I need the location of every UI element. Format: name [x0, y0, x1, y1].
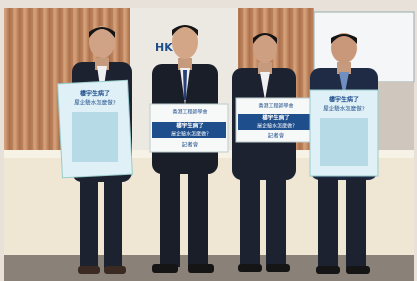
- placard-subtitle: 屋企驗水怎麼做?: [74, 99, 116, 107]
- logo: HK: [155, 41, 173, 54]
- photo: HK 樓宇生病了 屋企驗水怎麼做?: [0, 0, 417, 281]
- placard-footer: 記者會: [182, 141, 199, 149]
- placard-title: 樓宇生病了: [80, 90, 110, 98]
- page: {"logo": "HK", "signs": [ {"title": "樓宇生…: [0, 0, 417, 281]
- placard-org: 香港工程師學會: [258, 103, 293, 110]
- placard-org: 香港工程師學會: [172, 109, 207, 116]
- placard-subtitle: 屋企驗水怎麼做?: [323, 105, 365, 113]
- placard: 樓宇生病了 屋企驗水怎麼做?: [58, 80, 133, 178]
- placard: 樓宇生病了 屋企驗水怎麼做?: [310, 90, 378, 176]
- placard-footer: 記者會: [268, 132, 285, 140]
- placard-title: 樓宇生病了: [262, 114, 290, 122]
- placard: 香港工程師學會 樓宇生病了 屋企驗水怎麼做? 記者會: [150, 104, 228, 152]
- placard: 香港工程師學會 樓宇生病了 屋企驗水怎麼做? 記者會: [236, 98, 316, 142]
- placard-title: 樓宇生病了: [329, 96, 359, 104]
- placard-subtitle: 屋企驗水怎麼做?: [257, 123, 295, 130]
- placard-subtitle: 屋企驗水怎麼做?: [171, 131, 209, 138]
- placard-title: 樓宇生病了: [176, 122, 204, 130]
